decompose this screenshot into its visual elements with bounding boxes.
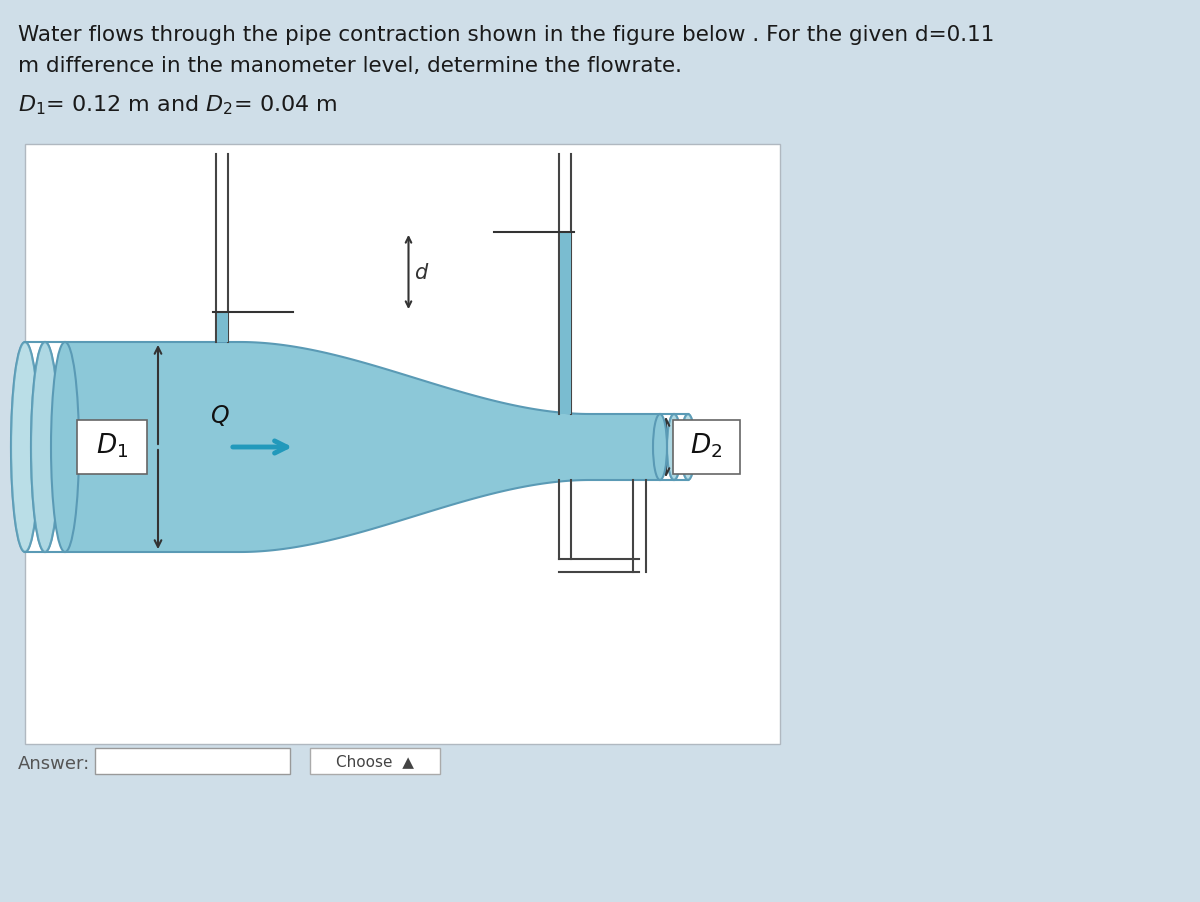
Text: d: d [414, 262, 427, 282]
Ellipse shape [31, 343, 59, 552]
Bar [25, 145, 780, 744]
Ellipse shape [11, 343, 38, 552]
Ellipse shape [682, 415, 695, 481]
Text: $D_2$: $D_2$ [690, 431, 722, 460]
Text: Choose  ▲: Choose ▲ [336, 754, 414, 769]
Text: $Q$: $Q$ [210, 403, 230, 428]
Polygon shape [65, 343, 660, 552]
Ellipse shape [50, 343, 79, 552]
Ellipse shape [667, 415, 682, 481]
Bar [217, 313, 228, 343]
Bar [95, 748, 290, 774]
Text: $D_1$= 0.12 m and $D_2$= 0.04 m: $D_1$= 0.12 m and $D_2$= 0.04 m [18, 93, 337, 116]
FancyBboxPatch shape [77, 420, 148, 474]
Bar [310, 748, 440, 774]
Text: $D_1$: $D_1$ [96, 431, 128, 460]
Bar [560, 233, 571, 415]
FancyBboxPatch shape [673, 420, 740, 474]
Ellipse shape [653, 415, 667, 481]
Text: Water flows through the pipe contraction shown in the figure below . For the giv: Water flows through the pipe contraction… [18, 25, 995, 45]
Ellipse shape [667, 415, 682, 481]
Text: Answer:: Answer: [18, 754, 90, 772]
Text: m difference in the manometer level, determine the flowrate.: m difference in the manometer level, det… [18, 56, 682, 76]
Ellipse shape [11, 343, 38, 552]
Ellipse shape [31, 343, 59, 552]
Ellipse shape [682, 415, 695, 481]
